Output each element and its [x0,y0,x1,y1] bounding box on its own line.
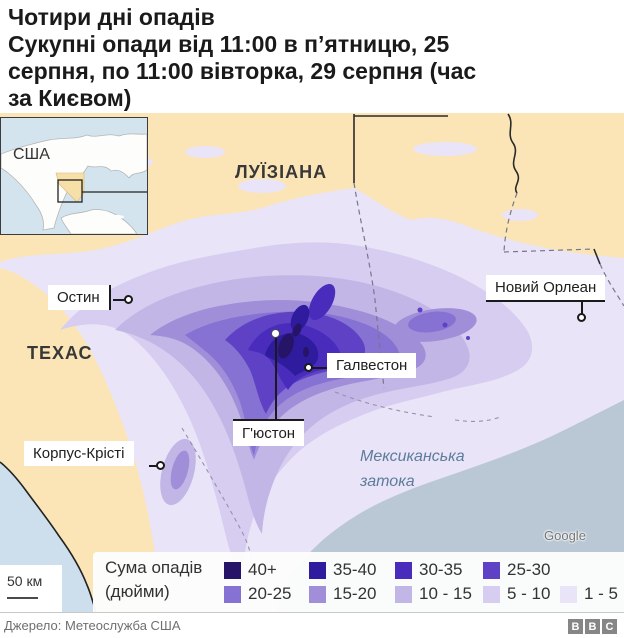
legend-item: 1 - 5 [560,584,618,604]
city-marker-galveston [304,363,313,372]
city-marker-new-orleans [577,313,586,322]
bbc-logo-block: B [585,619,600,634]
legend-item: 10 - 15 [395,584,472,604]
city-label-austin: Остин [48,285,111,310]
region-label-texas: ТЕХАС [27,343,93,363]
map-canvas [0,113,624,612]
city-marker-houston [271,329,280,338]
legend-item-label: 25-30 [507,560,551,579]
subtitle-line: Сукупні опади від 11:00 в п’ятницю, 25 [8,31,450,57]
scale-bar [7,597,38,599]
legend-swatch [309,561,326,579]
subtitle-line: за Києвом) [8,85,132,111]
legend-swatch [483,561,500,579]
inset-country-label: США [13,146,50,163]
bbc-logo: B B C [568,619,617,634]
footer: Джерело: Метеослужба США B B C [0,612,624,638]
subtitle-line: серпня, по 11:00 вівторка, 29 серпня (ча… [8,58,477,84]
legend-item: 5 - 10 [483,584,550,604]
city-label-corpus-christi: Корпус-Крісті [24,441,134,466]
legend-item: 30-35 [395,560,462,580]
city-marker-corpus-christi [156,461,165,470]
leader-line [113,299,126,301]
page-subtitle: Сукупні опади від 11:00 в п’ятницю, 25 с… [8,31,624,112]
legend-item-label: 20-25 [248,584,292,603]
legend-item: 40+ [224,560,277,580]
leader-line [312,367,328,369]
legend-swatch [224,561,241,579]
legend-item-label: 15-20 [333,584,377,603]
leader-line [581,302,583,315]
legend-item: 35-40 [309,560,376,580]
legend-units: (дюйми) [105,582,170,601]
legend-swatch [224,585,241,603]
map-scale: 50 км [0,565,62,612]
legend-item: 25-30 [483,560,550,580]
city-label-galveston: Галвестон [327,353,417,378]
region-label-louisiana: ЛУЇЗІАНА [235,162,328,182]
legend-title: Сума опадів [105,558,203,577]
legend-swatch [395,561,412,579]
legend-item-label: 30-35 [419,560,463,579]
bbc-logo-block: C [602,619,617,634]
city-marker-austin [124,295,133,304]
source-attribution: Джерело: Метеослужба США [4,618,181,633]
header: Чотири дні опадів Сукупні опади від 11:0… [0,0,624,113]
legend-item-label: 10 - 15 [419,584,472,603]
legend-item-label: 35-40 [333,560,377,579]
inset-canvas [1,118,147,234]
page-title: Чотири дні опадів [8,4,215,30]
legend-item: 15-20 [309,584,376,604]
inset-map-usa: США [0,117,148,235]
legend-swatch [483,585,500,603]
legend-item: 20-25 [224,584,291,604]
leader-line [275,334,277,420]
city-label-houston: Г'юстон [233,419,305,446]
legend-swatch [309,585,326,603]
legend-item-label: 1 - 5 [584,584,619,603]
sea-label-gulf-of-mexico: Мексиканська затока [360,448,465,490]
legend: Сума опадів (дюйми) 40+ 35-40 30-35 25-3… [93,552,624,612]
precipitation-map: США ТЕХАС ЛУЇЗІАНА Мексиканська затока О… [0,113,624,612]
legend-item-label: 5 - 10 [507,584,551,603]
legend-swatch [395,585,412,603]
legend-item-label: 40+ [248,560,277,579]
city-label-new-orleans: Новий Орлеан [486,275,606,302]
bbc-logo-block: B [568,619,583,634]
map-attribution: Google [544,528,586,543]
legend-swatch [560,585,577,603]
leader-line [149,465,158,467]
scale-label: 50 км [7,573,43,589]
